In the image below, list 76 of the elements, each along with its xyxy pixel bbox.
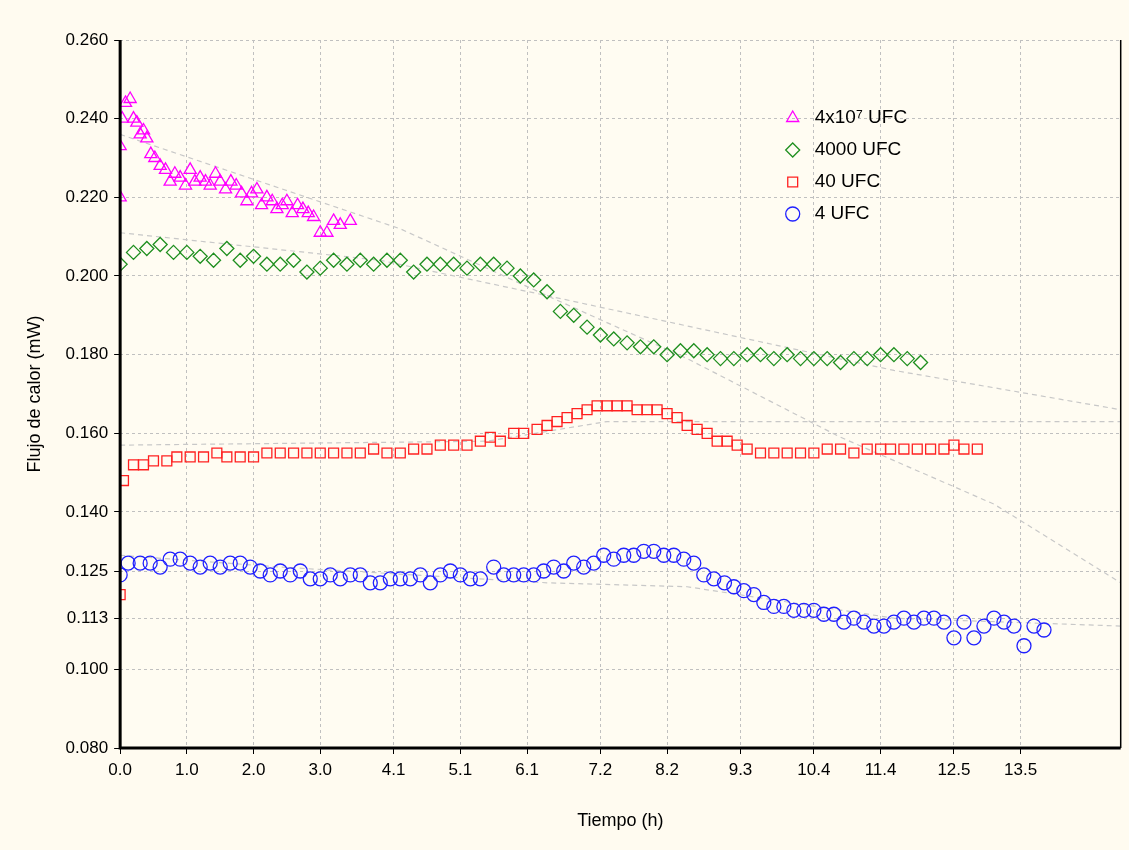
point (203, 177, 217, 190)
x-tick-label: 2.0 (241, 759, 266, 779)
point (285, 205, 299, 218)
x-tick-label: 12.5 (937, 759, 971, 779)
point (140, 130, 154, 143)
point (296, 201, 310, 214)
point (306, 209, 321, 222)
point (326, 213, 341, 226)
y-axis-title: Flujo de calor (mW) (23, 315, 44, 473)
x-tick-label: 6.1 (515, 759, 539, 779)
point (173, 170, 187, 182)
y-tick-label: 0.140 (65, 501, 109, 521)
point (183, 162, 197, 174)
point (133, 126, 147, 139)
point (163, 173, 177, 186)
point (120, 95, 133, 108)
point (260, 189, 274, 202)
y-tick-label: 0.180 (65, 344, 109, 364)
x-tick-label: 8.2 (655, 759, 679, 779)
x-tick-label: 3.0 (308, 759, 333, 779)
point (213, 173, 227, 186)
point (193, 170, 207, 182)
point (250, 181, 264, 194)
x-tick-label: 9.3 (728, 759, 753, 779)
y-tick-label: 0.240 (65, 108, 109, 128)
point (229, 177, 243, 190)
x-tick-label: 1.0 (175, 759, 199, 779)
point (130, 114, 144, 127)
point (320, 225, 334, 237)
point (240, 193, 254, 206)
point (198, 173, 213, 186)
x-tick-label: 4.1 (381, 759, 406, 779)
y-tick-label: 0.100 (65, 659, 109, 679)
y-tick-label: 0.160 (65, 423, 109, 443)
y-tick-label: 0.260 (65, 29, 109, 49)
point (234, 185, 249, 198)
point (343, 213, 357, 226)
point (244, 185, 259, 198)
legend-label: 4x10⁷ UFC (814, 106, 908, 128)
point (208, 166, 223, 178)
point (275, 197, 289, 210)
point (158, 162, 173, 174)
x-tick-label: 13.5 (1004, 759, 1038, 779)
y-tick-label: 0.125 (65, 560, 109, 580)
y-tick-label: 0.080 (65, 737, 109, 757)
x-axis-title: Tiempo (h) (577, 810, 664, 831)
y-tick-label: 0.113 (66, 607, 109, 627)
point (178, 177, 193, 190)
point (290, 197, 305, 210)
point (144, 146, 158, 159)
point (148, 150, 162, 163)
point (333, 217, 347, 230)
point (254, 197, 269, 210)
legend-label: 4000 UFC (814, 138, 902, 160)
point (313, 225, 327, 237)
point (270, 201, 284, 214)
point (265, 193, 279, 206)
x-tick-label: 11.4 (864, 759, 897, 779)
point (123, 91, 137, 104)
x-tick-label: 7.2 (588, 759, 613, 779)
x-tick-label: 10.4 (797, 759, 831, 779)
point (224, 173, 238, 186)
y-tick-label: 0.200 (65, 265, 109, 285)
y-tick-label: 0.220 (65, 187, 109, 207)
x-tick-label: 5.1 (448, 759, 473, 779)
point (136, 122, 151, 135)
point (301, 205, 315, 218)
point (280, 193, 294, 206)
point (153, 158, 167, 171)
legend-label: 40 UFC (814, 170, 881, 192)
legend-label: 4 UFC (814, 202, 870, 224)
point (218, 181, 233, 194)
point (188, 173, 202, 186)
point (168, 166, 182, 178)
x-tick-label: 0.0 (108, 759, 132, 779)
point (126, 111, 141, 123)
